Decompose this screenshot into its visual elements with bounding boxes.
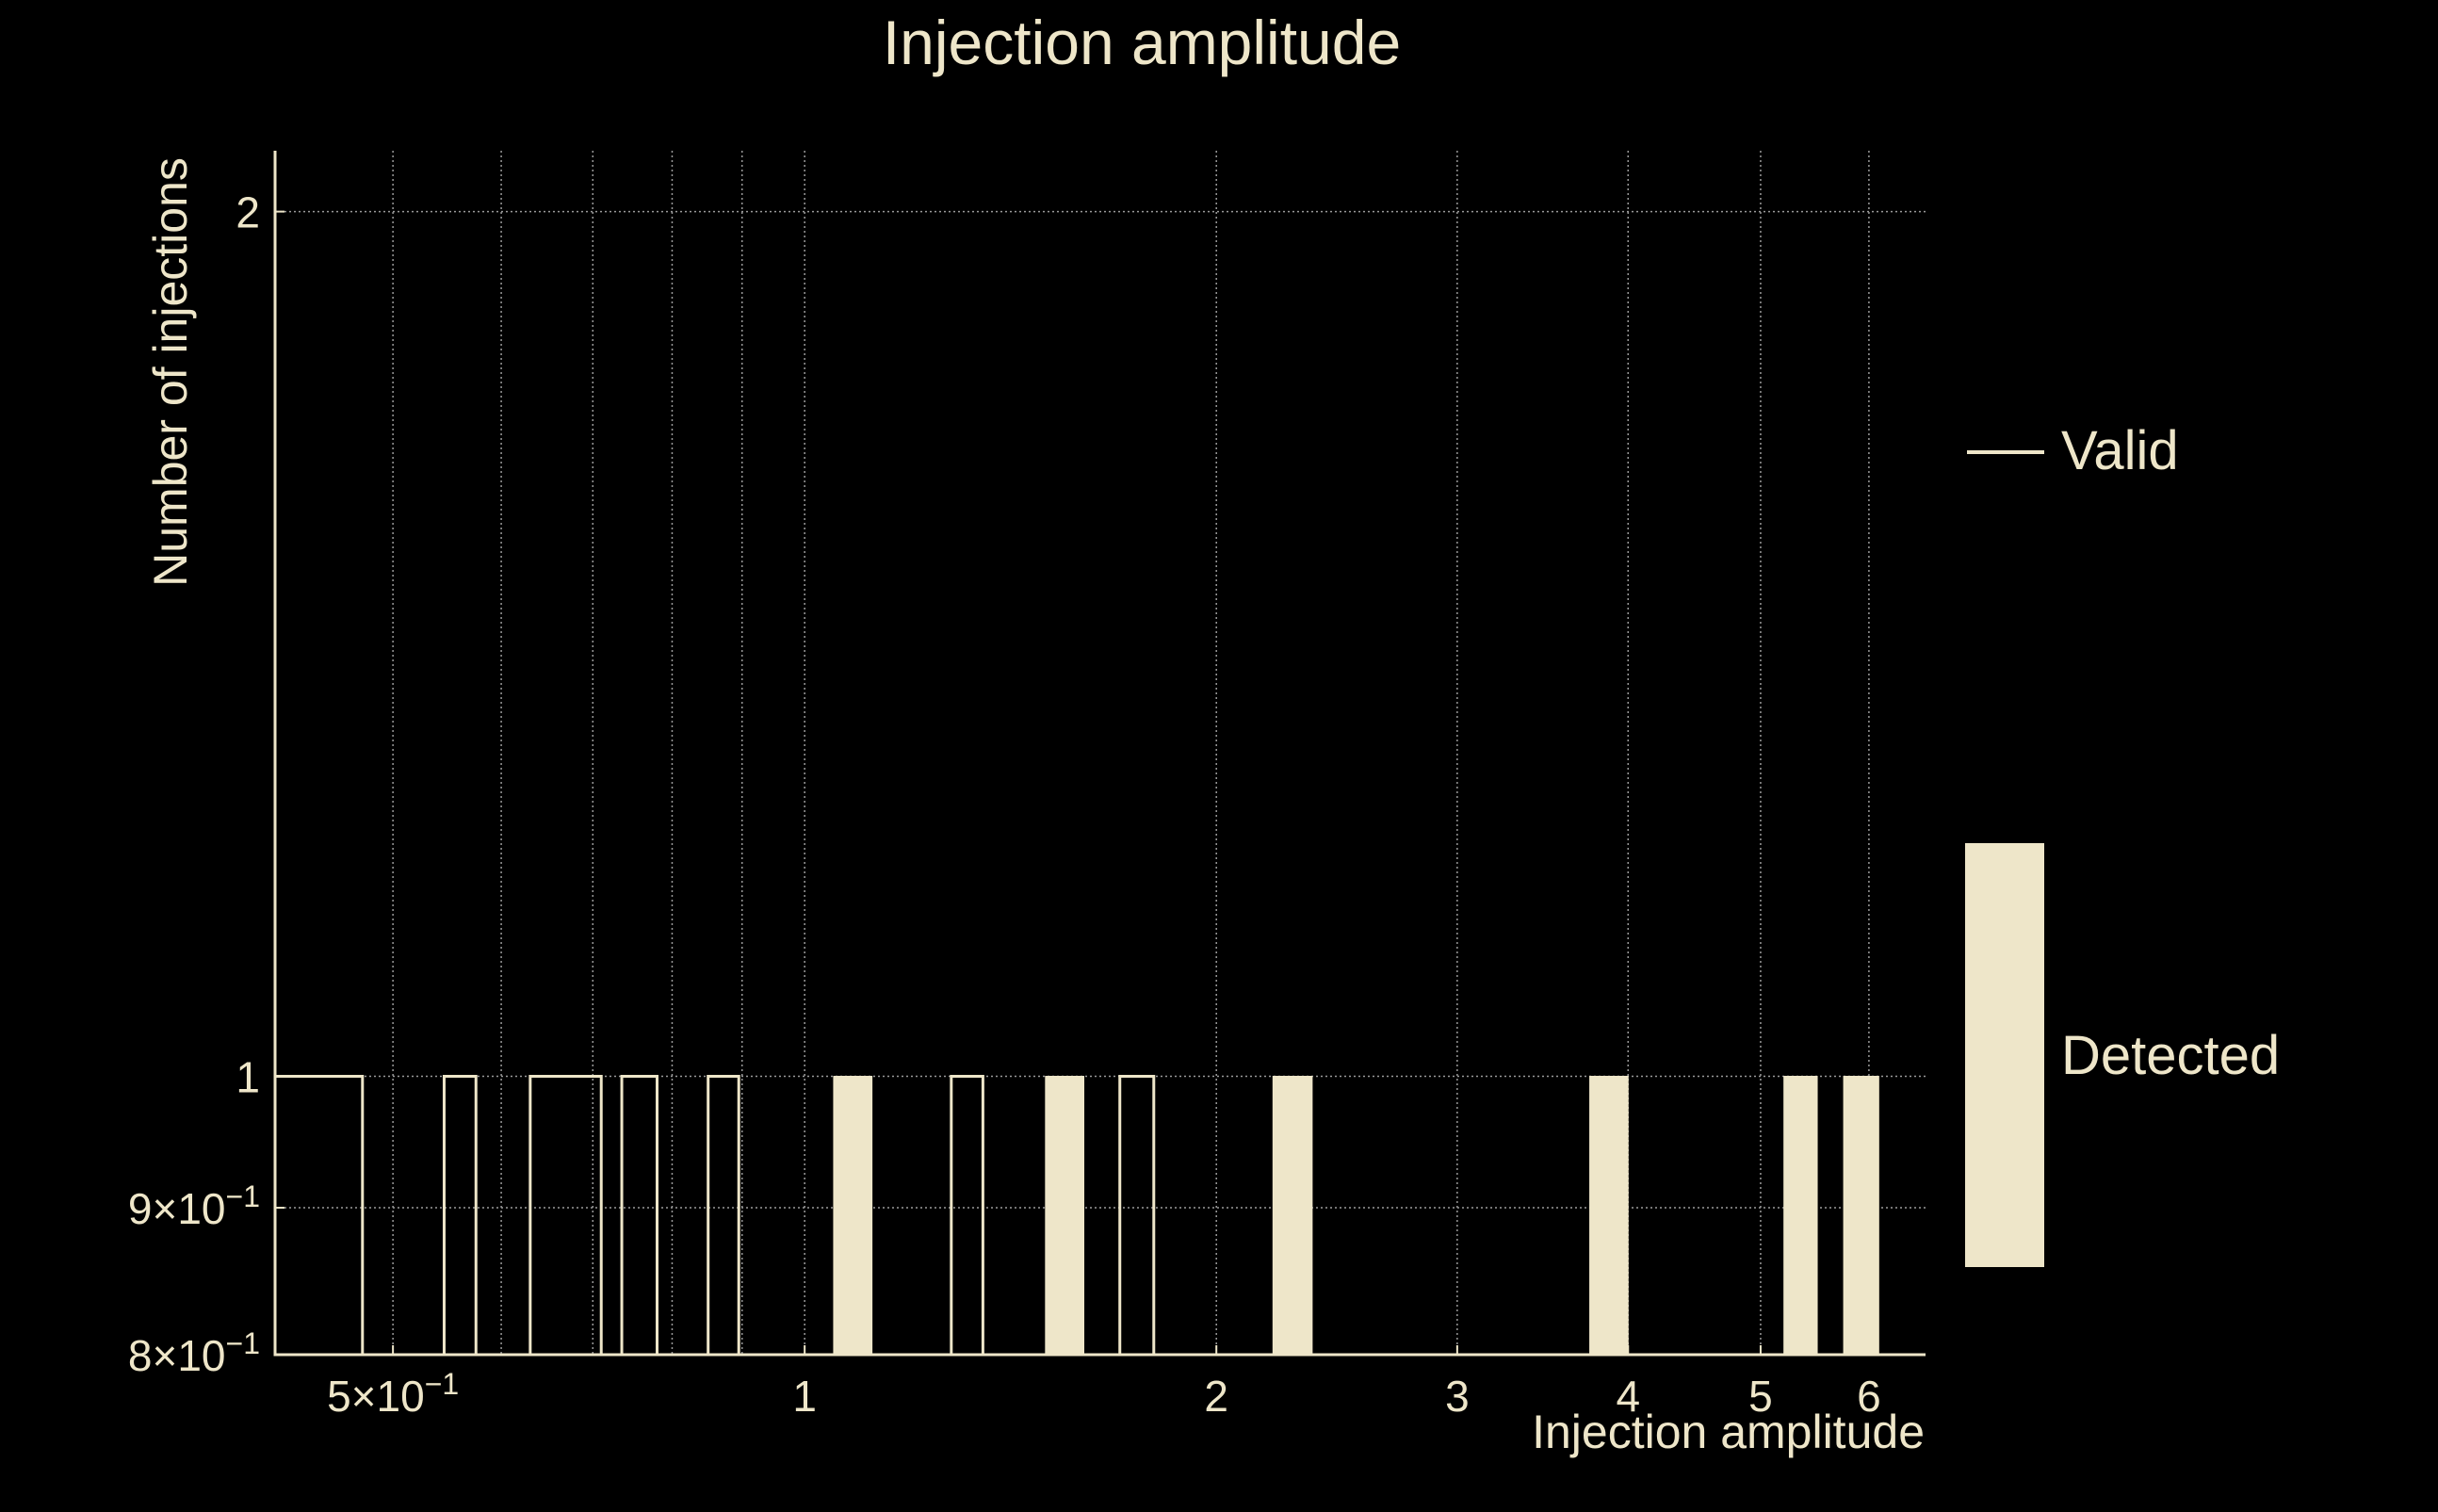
x-axis-label: Injection amplitude xyxy=(1532,1406,1925,1458)
y-axis-label: Number of injections xyxy=(144,157,197,587)
y-tick-label: 1 xyxy=(236,1053,260,1102)
detected-bar xyxy=(1843,1076,1879,1356)
y-tick-label: 2 xyxy=(236,188,260,237)
bars-layer xyxy=(273,1075,1879,1357)
x-tick-label: 3 xyxy=(1445,1372,1470,1421)
x-tick-label: 5×10−1 xyxy=(327,1367,459,1421)
detected-bar xyxy=(1783,1076,1818,1356)
x-tick-label: 4 xyxy=(1616,1372,1640,1421)
detected-bar xyxy=(833,1076,873,1356)
x-tick-label: 1 xyxy=(792,1372,817,1421)
chart-title: Injection amplitude xyxy=(883,8,1401,77)
x-tick-label: 5 xyxy=(1748,1372,1773,1421)
axes-layer xyxy=(273,151,1926,1357)
x-tick-label: 6 xyxy=(1857,1372,1881,1421)
legend-detected-label: Detected xyxy=(2061,1025,2280,1086)
detected-bar xyxy=(1589,1076,1629,1356)
legend: Valid Detected xyxy=(1965,420,2280,1267)
y-tick-label: 9×10−1 xyxy=(128,1179,260,1233)
ticks-layer: 5×10−1 1 2 3 4 5 6 8×10−1 9×10−1 1 2 xyxy=(128,188,1881,1421)
detected-bar xyxy=(1045,1076,1085,1356)
x-tick-label: 2 xyxy=(1204,1372,1228,1421)
y-tick-label: 8×10−1 xyxy=(128,1326,260,1380)
legend-valid-label: Valid xyxy=(2061,420,2179,481)
detected-bar xyxy=(1272,1076,1313,1356)
legend-detected-swatch xyxy=(1965,843,2044,1267)
